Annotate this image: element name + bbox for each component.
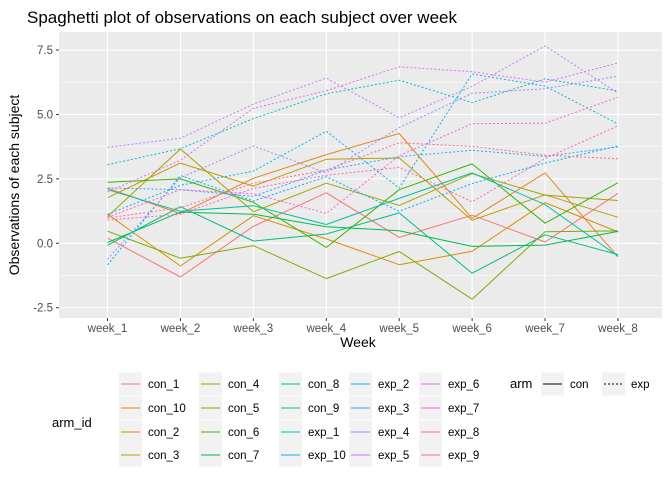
series-line-con-5 [107, 230, 619, 300]
legend-label-con-7: con_7 [228, 450, 259, 462]
legend-arm-id: arm_idcon_1con_10con_2con_3con_4con_5con… [52, 372, 479, 467]
legend-label-con-5: con_5 [228, 403, 259, 415]
legend-label-exp-7: exp_7 [448, 403, 479, 415]
x-tick-label: week_8 [597, 323, 638, 335]
legend-arm: arm con exp [510, 372, 650, 396]
series-line-exp-4 [107, 75, 619, 260]
legend-label-con-9: con_9 [308, 403, 339, 415]
legend-label-con-10: con_10 [148, 403, 186, 415]
series-line-exp-8 [107, 125, 619, 221]
x-tick-label: week_5 [378, 323, 419, 335]
y-tick-label: 0.0 [37, 238, 53, 250]
series-line-con-10 [107, 133, 619, 258]
y-tick-label: 2.5 [37, 174, 53, 186]
x-tick-label: week_6 [451, 323, 492, 335]
series-line-exp-3 [107, 146, 619, 197]
legend-label-exp-1: exp_1 [308, 427, 339, 439]
series-line-con-6 [107, 163, 619, 248]
x-tick-label: week_3 [233, 323, 274, 335]
legend-label-exp-8: exp_8 [448, 427, 479, 439]
legend-label-con-2: con_2 [148, 427, 179, 439]
chart-title: Spaghetti plot of observations on each s… [27, 8, 457, 27]
y-tick-label: -2.5 [33, 303, 53, 315]
legend-label-exp-2: exp_2 [378, 379, 409, 391]
legend-label-exp-3: exp_3 [378, 403, 409, 415]
legend-label-con-3: con_3 [148, 450, 179, 462]
x-axis-title: Week [340, 334, 377, 350]
legend-label-exp-9: exp_9 [448, 450, 479, 462]
legend-label-exp-4: exp_4 [378, 427, 410, 439]
y-tick-label: 7.5 [37, 45, 53, 57]
series-lines [107, 45, 619, 300]
legend-label-arm-con: con [570, 379, 589, 391]
plot-panel [59, 32, 662, 318]
legend-label-con-6: con_6 [228, 427, 259, 439]
series-line-con-1 [107, 192, 619, 278]
x-axis: week_1 week_2 week_3 week_4 week_5 week_6 week… [87, 318, 638, 335]
legend-label-exp-6: exp_6 [448, 379, 479, 391]
legend-label-exp-5: exp_5 [378, 450, 409, 462]
x-tick-label: week_7 [524, 323, 565, 335]
series-line-exp-1 [107, 78, 619, 166]
y-tick-label: 5.0 [37, 109, 53, 121]
series-line-con-2 [107, 202, 619, 267]
legend-arm-id-title: arm_id [52, 415, 92, 430]
y-axis: -2.5 0.0 2.5 5.0 7.5 [33, 45, 59, 315]
legend-label-con-8: con_8 [308, 379, 339, 391]
x-tick-label: week_2 [160, 323, 201, 335]
legend-label-exp-10: exp_10 [308, 450, 346, 462]
series-line-con-8 [107, 206, 619, 274]
series-line-exp-9 [107, 142, 619, 219]
legend-label-arm-exp: exp [631, 379, 650, 391]
series-line-exp-5 [107, 45, 619, 148]
y-axis-title: Observations of each subject [6, 95, 22, 276]
x-tick-label: week_4 [305, 323, 346, 335]
series-line-exp-10 [107, 73, 619, 215]
x-tick-label: week_1 [87, 323, 128, 335]
legend-arm-title: arm [510, 376, 532, 391]
legend-label-con-4: con_4 [228, 379, 260, 391]
series-line-exp-2 [107, 145, 619, 266]
series-line-exp-7 [107, 96, 619, 218]
legend-label-con-1: con_1 [148, 379, 179, 391]
